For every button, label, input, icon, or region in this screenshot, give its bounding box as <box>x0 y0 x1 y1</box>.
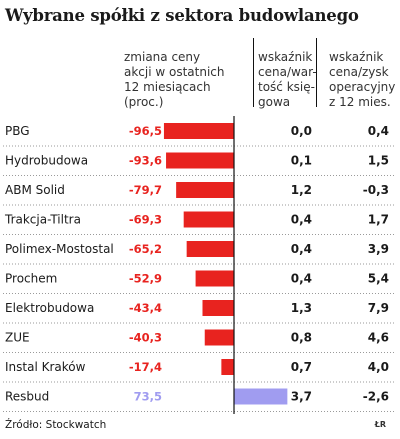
value-label: -40,3 <box>129 331 162 345</box>
header-price-to-book: wskaźnik cena/war- tość księ- gowa <box>258 50 317 109</box>
price-to-book-value: 0,0 <box>291 124 312 138</box>
price-to-earnings-value: 7,9 <box>368 301 389 315</box>
company-label: Hydrobudowa <box>5 154 88 168</box>
header-price-change: zmiana ceny akcji w ostatnich 12 miesiąc… <box>124 50 225 109</box>
bar <box>163 123 234 139</box>
company-label: ABM Solid <box>5 183 65 197</box>
price-to-book-value: 1,2 <box>291 183 312 197</box>
company-label: PBG <box>5 124 30 138</box>
author-credit: ŁR <box>374 420 386 429</box>
price-to-earnings-value: 4,0 <box>368 360 389 374</box>
bar <box>186 241 234 257</box>
price-to-earnings-value: 0,4 <box>368 124 389 138</box>
source-note: Źródło: Stockwatch <box>5 419 107 431</box>
bar <box>234 388 288 405</box>
price-to-earnings-value: 1,7 <box>368 213 389 227</box>
bar <box>195 270 234 287</box>
divider-line-left <box>253 38 254 107</box>
bar <box>221 359 234 375</box>
price-to-earnings-value: -2,6 <box>363 390 389 404</box>
company-label: Instal Kraków <box>5 360 86 374</box>
value-label: -65,2 <box>129 242 162 256</box>
price-to-book-value: 0,4 <box>291 242 312 256</box>
bar <box>204 329 234 346</box>
company-label: Trakcja-Tiltra <box>4 213 81 227</box>
value-label: -93,6 <box>129 154 162 168</box>
price-to-book-value: 0,8 <box>291 331 312 345</box>
value-label: -43,4 <box>129 301 162 315</box>
company-label: Prochem <box>5 272 57 286</box>
divider-line-right <box>316 38 317 107</box>
header-price-to-earnings: wskaźnik cena/zysk operacyjny z 12 mies. <box>329 50 396 109</box>
value-label: -79,7 <box>129 183 162 197</box>
value-label: -96,5 <box>129 124 162 138</box>
chart-title: Wybrane spółki z sektora budowlanego <box>5 6 359 25</box>
bar <box>176 182 234 198</box>
value-label: -69,3 <box>129 213 162 227</box>
company-label: Polimex-Mostostal <box>5 242 114 256</box>
value-label: -17,4 <box>129 360 162 374</box>
price-to-book-value: 1,3 <box>291 301 312 315</box>
price-to-earnings-value: -0,3 <box>363 183 389 197</box>
bar <box>166 152 234 169</box>
bar <box>202 300 234 316</box>
value-label: -52,9 <box>129 272 162 286</box>
company-label: ZUE <box>5 331 30 345</box>
company-label: Resbud <box>5 390 49 404</box>
price-to-earnings-value: 5,4 <box>368 272 389 286</box>
price-to-earnings-value: 1,5 <box>368 154 389 168</box>
price-to-book-value: 0,4 <box>291 213 312 227</box>
price-to-earnings-value: 3,9 <box>368 242 389 256</box>
price-to-earnings-value: 4,6 <box>368 331 389 345</box>
bar <box>183 211 234 228</box>
price-to-book-value: 0,1 <box>291 154 312 168</box>
company-label: Elektrobudowa <box>5 301 94 315</box>
price-to-book-value: 0,7 <box>291 360 312 374</box>
price-to-book-value: 3,7 <box>291 390 312 404</box>
value-label: 73,5 <box>134 390 162 404</box>
price-to-book-value: 0,4 <box>291 272 312 286</box>
